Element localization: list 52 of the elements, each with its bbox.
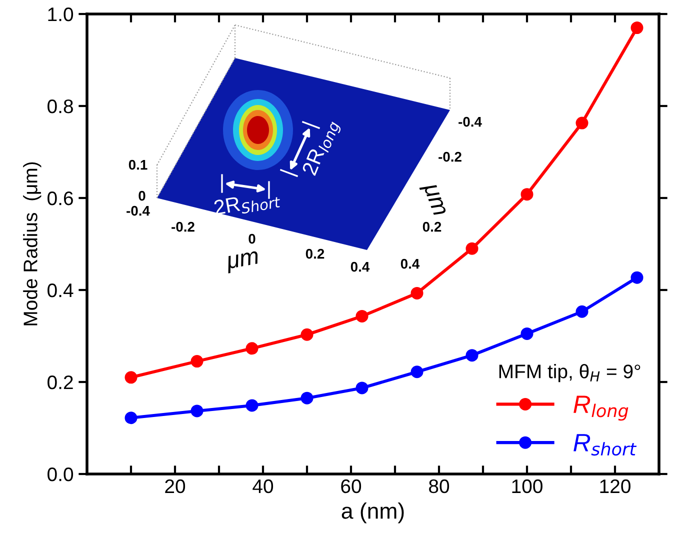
x-tick-label: 40: [252, 479, 274, 494]
point: [246, 342, 258, 355]
x-tick-label: 120: [600, 479, 630, 494]
annotation: 0.1: [128, 160, 148, 170]
y-tick-label: 1.0: [48, 7, 74, 22]
annotation: 0.2: [306, 248, 324, 259]
x-tick-label: 20: [165, 479, 186, 494]
y-tick-label: 0.2: [48, 375, 73, 390]
legend-label: R$_{short}$: [574, 434, 637, 456]
point: [190, 355, 204, 368]
point: [576, 305, 588, 318]
y-tick-label: 0.4: [48, 283, 74, 298]
annotation: 0.2: [422, 222, 442, 232]
annotation: -0.2: [172, 222, 194, 232]
point: [630, 271, 644, 284]
annotation: 2R$_{Short}$: [214, 189, 282, 218]
point: [466, 242, 478, 255]
x-tick-label: 100: [512, 479, 542, 494]
point: [576, 116, 588, 130]
x-axis-title: a (nm): [342, 502, 404, 524]
point: [466, 349, 478, 362]
point: [630, 22, 644, 34]
y-axis-title: Mode Radius (μm): [23, 162, 42, 326]
annotation: -0.2: [438, 152, 462, 162]
annotation: -0.4: [126, 206, 150, 216]
point: [300, 392, 314, 404]
x-tick-label: 60: [341, 479, 362, 494]
annotation: 2R$_{long}$: [302, 118, 342, 178]
point: [246, 399, 258, 412]
annotation: 0: [138, 190, 146, 201]
y-tick-label: 0.0: [48, 467, 74, 482]
point: [190, 404, 204, 418]
annotation: 0: [248, 234, 256, 244]
y-tick-label: 0.6: [48, 191, 73, 206]
point: [356, 382, 368, 394]
annotation: μm: [419, 182, 446, 218]
annotation: 0.4: [350, 262, 370, 272]
point: [300, 328, 314, 341]
point: [124, 412, 138, 424]
x-tick-label: 80: [429, 479, 450, 494]
point: [410, 366, 424, 378]
annotation: 0.4: [400, 258, 420, 269]
legend-label: R$_{long}$: [574, 396, 628, 421]
point: [124, 371, 138, 384]
legend-title: MFM tip, θ$_{H}$ = 9°: [499, 364, 640, 382]
point: [520, 188, 534, 201]
annotation: -0.4: [458, 116, 482, 127]
point: [356, 310, 368, 322]
y-tick-label: 0.8: [48, 99, 73, 114]
point: [520, 327, 534, 340]
annotation: μm: [225, 250, 260, 274]
point: [410, 286, 424, 300]
